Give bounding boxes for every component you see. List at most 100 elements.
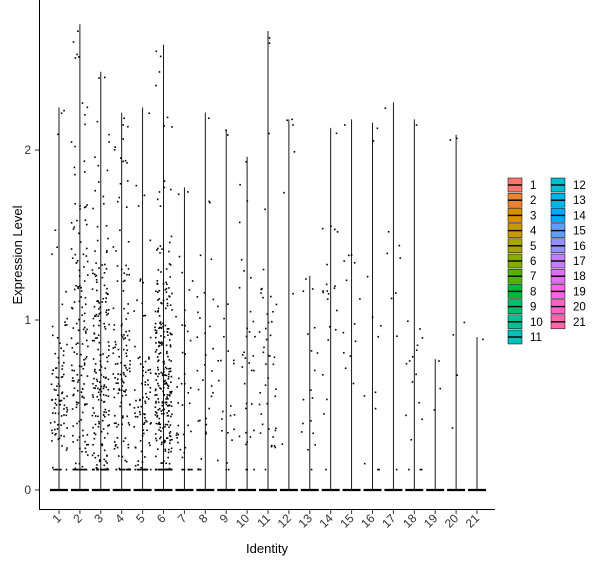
expression-point bbox=[97, 391, 100, 394]
expression-point bbox=[91, 414, 94, 417]
expression-point bbox=[101, 301, 104, 303]
expression-point bbox=[307, 333, 309, 335]
expression-point bbox=[66, 447, 68, 449]
expression-point bbox=[165, 352, 168, 355]
expression-point bbox=[170, 375, 173, 378]
y-tick-label: 2 bbox=[24, 143, 31, 157]
expression-point bbox=[57, 133, 59, 136]
expression-point bbox=[268, 37, 271, 39]
expression-point bbox=[101, 276, 104, 279]
expression-point bbox=[181, 351, 184, 354]
expression-point bbox=[155, 290, 157, 293]
expression-point bbox=[216, 459, 219, 462]
expression-point bbox=[94, 456, 97, 459]
expression-point bbox=[55, 367, 57, 370]
x-axis-title: Identity bbox=[246, 541, 288, 556]
expression-point bbox=[55, 376, 58, 378]
expression-point bbox=[73, 351, 76, 353]
expression-point bbox=[183, 468, 186, 471]
expression-point bbox=[63, 397, 65, 400]
expression-point bbox=[141, 435, 144, 437]
expression-point bbox=[293, 151, 296, 153]
expression-point bbox=[125, 352, 127, 355]
x-tick-label: 19 bbox=[421, 511, 441, 531]
expression-point bbox=[154, 411, 157, 413]
expression-point bbox=[166, 423, 169, 426]
expression-point bbox=[51, 429, 53, 432]
expression-point bbox=[108, 424, 111, 426]
expression-point bbox=[333, 287, 336, 289]
expression-point bbox=[75, 284, 77, 287]
expression-point bbox=[147, 379, 149, 382]
expression-point bbox=[78, 365, 81, 367]
expression-point bbox=[72, 327, 75, 329]
expression-point bbox=[93, 387, 95, 389]
x-tick-label: 14 bbox=[316, 511, 336, 531]
expression-point bbox=[75, 401, 78, 403]
expression-point bbox=[302, 290, 305, 293]
expression-point bbox=[159, 205, 162, 208]
expression-point bbox=[160, 341, 163, 343]
expression-point bbox=[165, 268, 168, 270]
expression-point bbox=[387, 231, 390, 233]
expression-point bbox=[342, 351, 345, 354]
expression-point bbox=[102, 393, 105, 396]
expression-point bbox=[82, 434, 84, 437]
expression-point bbox=[129, 360, 131, 362]
expression-point bbox=[161, 248, 163, 250]
expression-point bbox=[114, 377, 116, 379]
expression-point bbox=[78, 232, 80, 235]
expression-point bbox=[245, 335, 248, 338]
expression-point bbox=[377, 335, 379, 338]
expression-point bbox=[123, 364, 126, 367]
expression-point bbox=[305, 278, 307, 280]
expression-point bbox=[117, 423, 120, 426]
expression-point bbox=[80, 374, 83, 377]
expression-point bbox=[107, 354, 110, 357]
expression-point bbox=[182, 433, 185, 436]
expression-point bbox=[162, 299, 165, 302]
expression-point bbox=[102, 297, 105, 300]
expression-point bbox=[51, 432, 54, 434]
expression-point bbox=[154, 310, 157, 313]
expression-point bbox=[56, 468, 59, 471]
expression-point bbox=[158, 71, 161, 73]
expression-point bbox=[143, 468, 145, 471]
expression-point bbox=[144, 360, 147, 363]
expression-point bbox=[65, 324, 68, 326]
expression-point bbox=[170, 450, 172, 453]
expression-point bbox=[160, 436, 162, 438]
expression-point bbox=[95, 262, 97, 264]
expression-point bbox=[376, 127, 379, 130]
expression-point bbox=[139, 278, 142, 280]
expression-point bbox=[137, 464, 139, 466]
expression-point bbox=[238, 221, 241, 224]
expression-point bbox=[143, 421, 146, 424]
expression-point bbox=[181, 271, 183, 274]
expression-point bbox=[83, 326, 86, 329]
expression-point bbox=[54, 412, 57, 415]
expression-point bbox=[98, 267, 100, 269]
expression-point bbox=[144, 419, 147, 422]
expression-point bbox=[77, 329, 80, 332]
expression-point bbox=[95, 281, 98, 283]
x-tick-label: 12 bbox=[275, 511, 295, 531]
expression-point bbox=[108, 345, 110, 347]
expression-point bbox=[168, 468, 171, 471]
x-tick-label: 9 bbox=[217, 511, 232, 526]
expression-point bbox=[155, 330, 158, 332]
expression-point bbox=[169, 367, 172, 370]
expression-point bbox=[158, 341, 160, 343]
expression-point bbox=[408, 360, 411, 362]
expression-point bbox=[84, 297, 87, 299]
expression-point bbox=[105, 292, 108, 294]
expression-point bbox=[162, 373, 165, 375]
expression-point bbox=[91, 339, 94, 342]
expression-point bbox=[149, 423, 152, 425]
expression-point bbox=[134, 446, 137, 449]
expression-point bbox=[158, 315, 161, 317]
expression-point bbox=[66, 395, 68, 398]
expression-point bbox=[154, 394, 156, 396]
expression-point bbox=[117, 373, 119, 375]
